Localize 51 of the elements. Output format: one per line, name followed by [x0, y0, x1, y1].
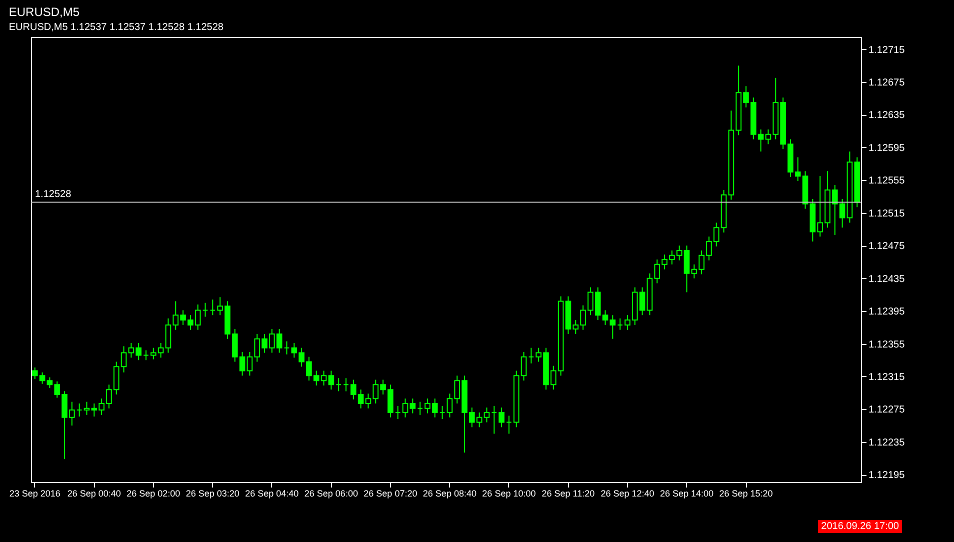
- candlestick: [610, 314, 616, 340]
- y-tick-label: 1.12355: [868, 339, 906, 350]
- candlestick: [498, 407, 504, 428]
- candlestick: [417, 401, 423, 416]
- candlestick: [439, 405, 446, 420]
- y-tick-label: 1.12555: [868, 176, 906, 187]
- candlestick: [343, 378, 349, 392]
- y-tick-label: 1.12435: [868, 274, 906, 285]
- candlestick: [202, 302, 208, 318]
- x-tick-label: 26 Sep 12:40: [600, 488, 654, 498]
- candlestick: [143, 350, 149, 361]
- chart-title: EURUSD,M5: [8, 5, 80, 19]
- y-tick-label: 1.12515: [868, 208, 906, 220]
- candlestick: [484, 407, 490, 423]
- x-tick-label: 26 Sep 07:20: [364, 488, 418, 498]
- y-tick-label: 1.12315: [868, 372, 906, 383]
- ref-line-label: 1.12528: [35, 189, 72, 200]
- x-tick-label: 26 Sep 08:40: [422, 488, 476, 498]
- candlestick: [402, 398, 408, 418]
- y-tick-label: 1.12395: [868, 306, 906, 318]
- candlestick: [394, 405, 401, 420]
- x-tick-label: 26 Sep 03:20: [186, 488, 240, 498]
- y-tick-label: 1.12675: [868, 77, 906, 88]
- x-tick-label: 26 Sep 00:40: [67, 488, 121, 498]
- candlestick: [506, 415, 512, 434]
- chart-subtitle: EURUSD,M5 1.12537 1.12537 1.12528 1.12528: [8, 22, 224, 33]
- x-tick-label: 26 Sep 11:20: [542, 488, 595, 498]
- y-tick-label: 1.12275: [868, 404, 906, 416]
- candlestick: [336, 378, 342, 392]
- y-tick-label: 1.12715: [868, 44, 906, 56]
- candlestick: [491, 405, 498, 434]
- x-tick-label: 26 Sep 06:00: [304, 488, 358, 498]
- x-tick-label: 26 Sep 10:00: [482, 488, 536, 498]
- candlestick: [617, 318, 623, 330]
- x-tick-label: 26 Sep 02:00: [126, 488, 180, 498]
- candlestick: [76, 402, 82, 418]
- y-tick-label: 1.12235: [868, 437, 906, 448]
- x-tick-label: 26 Sep 04:40: [245, 488, 299, 498]
- x-tick-label: 26 Sep 14:00: [660, 488, 714, 498]
- x-tick-label: 23 Sep 2016: [9, 488, 60, 498]
- y-tick-label: 1.12475: [868, 241, 906, 252]
- candlestick: [410, 398, 416, 414]
- y-tick-label: 1.12195: [868, 470, 906, 482]
- candlestick: [210, 299, 216, 316]
- y-tick-label: 1.12635: [868, 110, 906, 122]
- candlestick: [284, 340, 290, 355]
- candlestick: [528, 347, 534, 364]
- x-tick-label: 26 Sep 15:20: [719, 488, 773, 498]
- text: 2016.09.26 17:00: [818, 520, 902, 533]
- y-tick-label: 1.12595: [868, 142, 906, 154]
- candlestick: [328, 370, 334, 390]
